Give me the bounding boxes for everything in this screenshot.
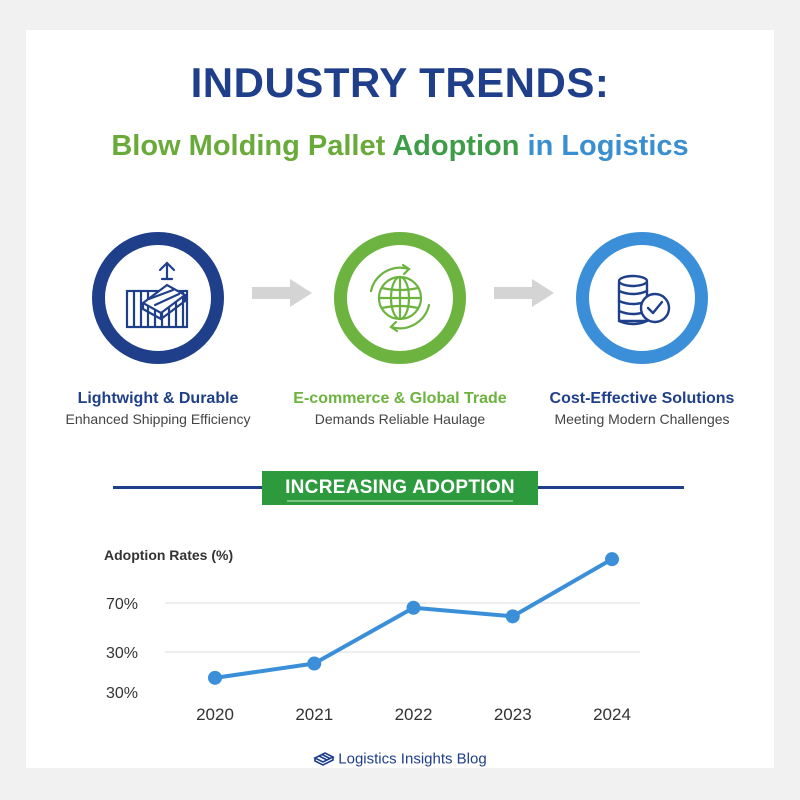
section-banner: INCREASING ADOPTION <box>262 471 538 505</box>
data-point <box>208 670 222 685</box>
footer: Logistics Insights Blog <box>0 750 800 768</box>
data-point <box>605 552 619 567</box>
x-tick-label: 2023 <box>494 705 532 724</box>
series-line <box>214 557 613 680</box>
section-divider-left <box>113 486 263 489</box>
data-point <box>505 609 520 624</box>
pallet-logo-icon <box>313 752 336 766</box>
banner-underline <box>287 500 513 502</box>
y-tick-label: 70% <box>106 596 138 613</box>
subtitle-part-2: Adoption <box>392 130 520 162</box>
infographic-card <box>26 30 774 768</box>
x-tick-label: 2024 <box>593 705 631 724</box>
y-tick-label: 30% <box>106 645 138 662</box>
subtitle-part-1: Blow Molding Pallet <box>111 130 393 162</box>
arrow-right-icon <box>252 279 312 307</box>
y-tick-label: 30% <box>106 685 138 702</box>
arrow-right-icon <box>494 279 554 307</box>
chart-y-label: Adoption Rates (%) <box>104 547 234 563</box>
subtitle-part-3: in Logistics <box>519 130 689 162</box>
data-point <box>307 656 322 671</box>
page-title: INDUSTRY TRENDS: <box>190 59 610 106</box>
section-divider-right <box>537 486 684 489</box>
feature-1-subtitle: Enhanced Shipping Efficiency <box>65 411 251 427</box>
page-subtitle: Blow Molding Pallet Adoption in Logistic… <box>0 128 800 164</box>
x-tick-label: 2021 <box>295 705 333 724</box>
feature-2-title: E-commerce & Global Trade <box>293 390 507 407</box>
x-tick-label: 2022 <box>395 705 433 724</box>
feature-3-title: Cost-Effective Solutions <box>549 390 735 407</box>
data-point <box>406 600 421 615</box>
globe-cycle-icon <box>369 263 431 333</box>
x-tick-label: 2020 <box>196 705 234 724</box>
feature-3-subtitle: Meeting Modern Challenges <box>554 411 730 427</box>
container-pallet-icon <box>125 261 189 329</box>
feature-2-subtitle: Demands Reliable Haulage <box>314 411 486 427</box>
coins-check-icon <box>617 274 671 326</box>
footer-text: Logistics Insights Blog <box>338 750 487 768</box>
feature-1-title: Lightwight & Durable <box>77 390 239 407</box>
